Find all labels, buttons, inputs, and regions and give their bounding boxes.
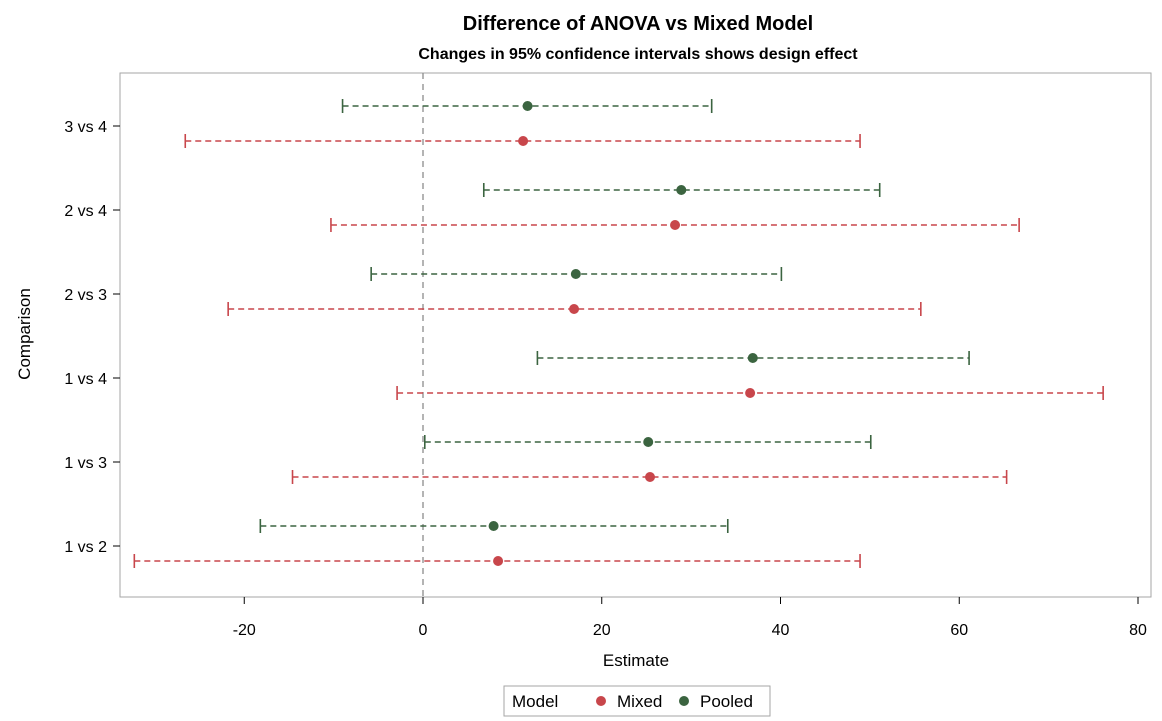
estimate-point-pooled	[676, 185, 687, 195]
estimate-point-mixed	[569, 304, 580, 314]
y-tick-label: 2 vs 4	[64, 203, 107, 220]
x-tick-label: 80	[1129, 622, 1147, 639]
x-tick-label: 0	[419, 622, 428, 639]
y-axis-label: Comparison	[15, 288, 34, 380]
y-tick-label: 2 vs 3	[64, 287, 107, 304]
x-tick-label: 60	[950, 622, 968, 639]
y-tick-label: 1 vs 3	[64, 455, 107, 472]
chart-subtitle: Changes in 95% confidence intervals show…	[418, 46, 858, 63]
chart-title: Difference of ANOVA vs Mixed Model	[463, 13, 813, 35]
legend-marker-pooled	[679, 696, 689, 706]
legend-marker-mixed	[596, 696, 606, 706]
estimate-point-pooled	[488, 521, 499, 531]
estimate-point-pooled	[570, 269, 581, 279]
x-tick-label: -20	[233, 622, 256, 639]
estimate-point-pooled	[747, 353, 758, 363]
legend: Model Mixed Pooled	[503, 685, 771, 717]
estimate-point-pooled	[522, 101, 533, 111]
legend-label-pooled: Pooled	[700, 692, 753, 711]
estimate-point-mixed	[493, 556, 504, 566]
estimate-point-mixed	[518, 136, 529, 146]
legend-label-mixed: Mixed	[617, 692, 662, 711]
y-tick-label: 1 vs 4	[64, 371, 107, 388]
estimate-point-mixed	[645, 472, 656, 482]
y-tick-label: 1 vs 2	[64, 539, 107, 556]
x-tick-label: 40	[772, 622, 790, 639]
x-axis-label: Estimate	[603, 651, 669, 670]
legend-frame	[503, 685, 771, 717]
x-tick-label: 20	[593, 622, 611, 639]
estimate-point-mixed	[670, 220, 681, 230]
estimate-point-mixed	[745, 388, 756, 398]
plot-frame	[119, 72, 1152, 598]
estimate-point-pooled	[643, 437, 654, 447]
y-tick-label: 3 vs 4	[64, 119, 107, 136]
legend-title: Model	[512, 692, 558, 711]
